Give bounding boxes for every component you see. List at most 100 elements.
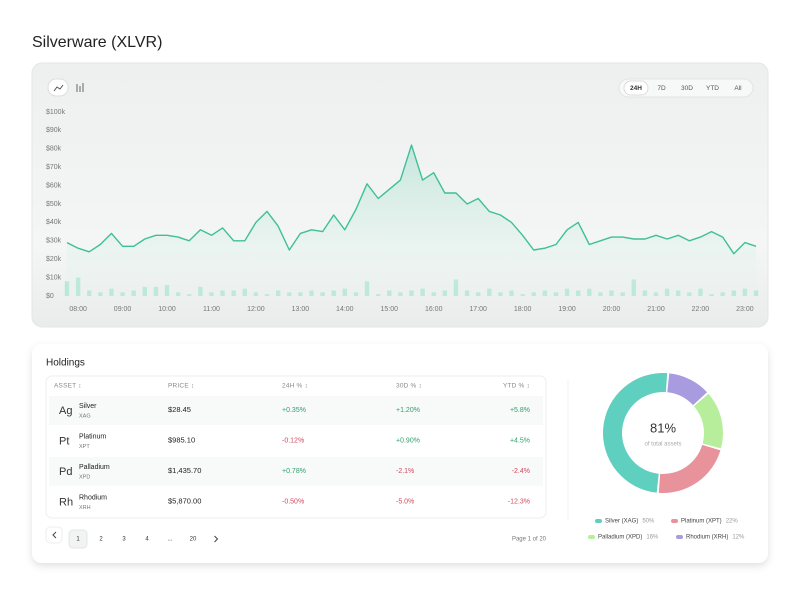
- page-button[interactable]: 1: [76, 537, 80, 543]
- asset-name: Palladium: [79, 464, 110, 471]
- x-tick-label: 18:00: [514, 306, 532, 313]
- page-button[interactable]: 20: [190, 537, 197, 543]
- page-title: Silverware (XLVR): [32, 34, 162, 51]
- asset-name: Platinum: [79, 433, 106, 440]
- legend-swatch: [671, 519, 678, 523]
- line-icon: [53, 84, 64, 92]
- y-tick-label: $20k: [46, 256, 62, 263]
- range-button[interactable]: 24H: [630, 85, 642, 92]
- column-header: PRICE ↕: [168, 383, 194, 390]
- legend-label: Rhodium (XRH): [686, 535, 728, 541]
- price: $5,870.00: [168, 496, 201, 505]
- x-tick-label: 15:00: [381, 306, 399, 313]
- legend-value: 16%: [646, 535, 659, 541]
- prev-icon: [52, 531, 57, 539]
- legend-value: 50%: [642, 519, 655, 525]
- y-tick-label: $90k: [46, 127, 62, 134]
- legend-swatch: [676, 535, 683, 539]
- bar-view-icon[interactable]: [76, 83, 84, 92]
- column-header: ASSET ↕: [54, 383, 82, 390]
- asset-ticker: XPT: [79, 444, 90, 450]
- column-header: 30D % ↕: [396, 383, 422, 390]
- range-button-active[interactable]: [623, 80, 649, 96]
- donut-hole: [623, 393, 703, 473]
- donut-segment: [667, 373, 708, 406]
- donut-segment: [658, 444, 721, 493]
- y-tick-label: $10k: [46, 274, 62, 281]
- page-button[interactable]: ...: [167, 537, 172, 543]
- price-line: [66, 144, 757, 255]
- column-header: YTD % ↕: [503, 383, 530, 390]
- page-button[interactable]: 2: [99, 537, 103, 543]
- legend-value: 22%: [726, 519, 739, 525]
- prev-page[interactable]: [45, 526, 63, 544]
- y-tick-label: $30k: [46, 238, 62, 245]
- asset-name: Rhodium: [79, 494, 107, 501]
- asset-symbol: Rh: [59, 496, 73, 508]
- x-tick-label: 17:00: [469, 306, 487, 313]
- y-tick-label: $60k: [46, 182, 62, 189]
- x-tick-label: 13:00: [292, 306, 310, 313]
- change: -12.3%: [508, 498, 530, 505]
- page-button[interactable]: 4: [145, 537, 149, 543]
- page-active[interactable]: [68, 529, 88, 549]
- range-button[interactable]: YTD: [706, 85, 719, 92]
- change: -5.0%: [396, 498, 414, 505]
- row-bg: [49, 396, 543, 425]
- x-tick-label: 14:00: [336, 306, 354, 313]
- change: +0.90%: [396, 437, 420, 444]
- x-tick-label: 19:00: [558, 306, 576, 313]
- range-selector: [618, 78, 754, 98]
- holdings-title: Holdings: [46, 358, 85, 369]
- legend-label: Silver (XAG): [605, 519, 638, 525]
- x-tick-label: 10:00: [158, 306, 176, 313]
- row-bg: [49, 457, 543, 486]
- change: +0.78%: [282, 468, 306, 475]
- donut-segment: [694, 393, 723, 449]
- x-tick-label: 08:00: [69, 306, 87, 313]
- price: $985.10: [168, 435, 195, 444]
- price-area: [67, 145, 756, 296]
- legend-label: Palladium (XPD): [598, 535, 642, 541]
- change: -2.4%: [512, 468, 530, 475]
- legend-swatch: [595, 519, 602, 523]
- y-tick-label: $100k: [46, 109, 66, 116]
- y-tick-label: $80k: [46, 146, 62, 153]
- page-info: Page 1 of 20: [512, 537, 547, 543]
- asset-symbol: Pd: [59, 466, 72, 478]
- change: -0.50%: [282, 498, 304, 505]
- change: +0.35%: [282, 407, 306, 414]
- change: +4.5%: [510, 437, 530, 444]
- y-tick-label: $50k: [46, 201, 62, 208]
- change: +1.20%: [396, 407, 420, 414]
- x-tick-label: 23:00: [736, 306, 754, 313]
- donut-segment: [602, 372, 668, 493]
- price: $1,435.70: [168, 466, 201, 475]
- y-tick-label: $40k: [46, 219, 62, 226]
- x-tick-label: 22:00: [692, 306, 710, 313]
- x-tick-label: 11:00: [203, 306, 220, 313]
- x-tick-label: 21:00: [647, 306, 665, 313]
- range-button[interactable]: 7D: [657, 85, 666, 92]
- range-button[interactable]: All: [734, 85, 742, 92]
- legend-value: 12%: [732, 535, 745, 541]
- x-tick-label: 20:00: [603, 306, 621, 313]
- donut-center-label: 81%: [650, 420, 676, 435]
- change: -2.1%: [396, 468, 414, 475]
- next-icon[interactable]: [214, 535, 219, 543]
- asset-symbol: Pt: [59, 435, 69, 447]
- legend-swatch: [588, 535, 595, 539]
- asset-name: Silver: [79, 403, 97, 410]
- y-tick-label: $0: [46, 293, 54, 300]
- change: -0.12%: [282, 437, 304, 444]
- page-button[interactable]: 3: [122, 537, 126, 543]
- donut-center-sublabel: of total assets: [644, 442, 681, 448]
- asset-symbol: Ag: [59, 405, 72, 417]
- asset-ticker: XAG: [79, 413, 91, 419]
- range-button[interactable]: 30D: [681, 85, 693, 92]
- x-tick-label: 16:00: [425, 306, 443, 313]
- x-tick-label: 12:00: [247, 306, 265, 313]
- asset-ticker: XRH: [79, 505, 91, 511]
- legend-label: Platinum (XPT): [681, 519, 722, 525]
